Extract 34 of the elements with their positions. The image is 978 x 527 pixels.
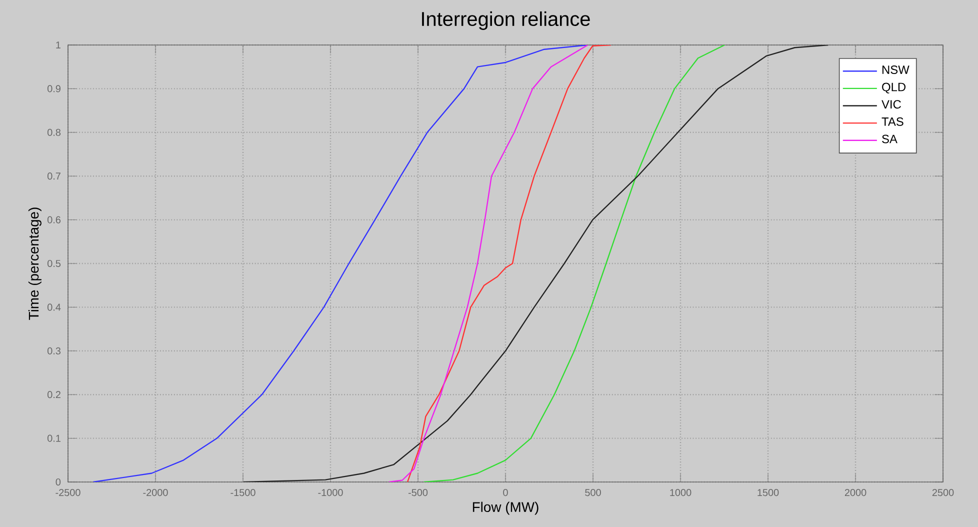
legend-label: NSW (882, 65, 910, 74)
x-tick-label: -1000 (318, 489, 343, 496)
x-tick-label: 2000 (844, 489, 866, 496)
x-tick-label: -1500 (230, 489, 256, 496)
line-series (423, 44, 726, 482)
y-tick-label: 0 (56, 478, 61, 486)
line-series (92, 44, 588, 482)
y-tick-label: 0.3 (47, 347, 61, 354)
y-axis-title: Time (percentage) (28, 208, 42, 320)
y-tick-label: 0.8 (47, 128, 61, 136)
x-tick-label: -500 (408, 489, 428, 496)
chart-title: Interregion reliance (422, 11, 590, 30)
y-tick-label: 0.7 (47, 172, 60, 180)
y-tick-label: 0.6 (47, 216, 61, 224)
y-tick-label: 0.4 (47, 304, 61, 311)
x-tick-label: 0 (503, 489, 508, 496)
y-tick-label: 0.9 (47, 85, 60, 92)
legend-label: QLD (882, 82, 906, 94)
x-tick-label: -2500 (56, 489, 80, 496)
x-tick-label: 500 (585, 489, 601, 496)
x-axis-title: Flow (MW) (472, 502, 538, 515)
legend-label: SA (882, 134, 898, 144)
x-tick-label: 1000 (670, 489, 692, 496)
legend-label: TAS (882, 117, 904, 126)
x-tick-label: -2000 (143, 489, 168, 496)
y-tick-label: 0.1 (47, 434, 60, 442)
x-tick-label: 2500 (932, 489, 954, 496)
y-tick-label: 0.2 (47, 391, 60, 398)
y-tick-label: 0.5 (47, 260, 61, 268)
line-series (406, 44, 612, 482)
y-tick-label: 1 (56, 42, 60, 48)
x-tick-label: 1500 (758, 489, 779, 496)
line-series (242, 44, 829, 482)
legend-label: VIC (882, 100, 901, 109)
